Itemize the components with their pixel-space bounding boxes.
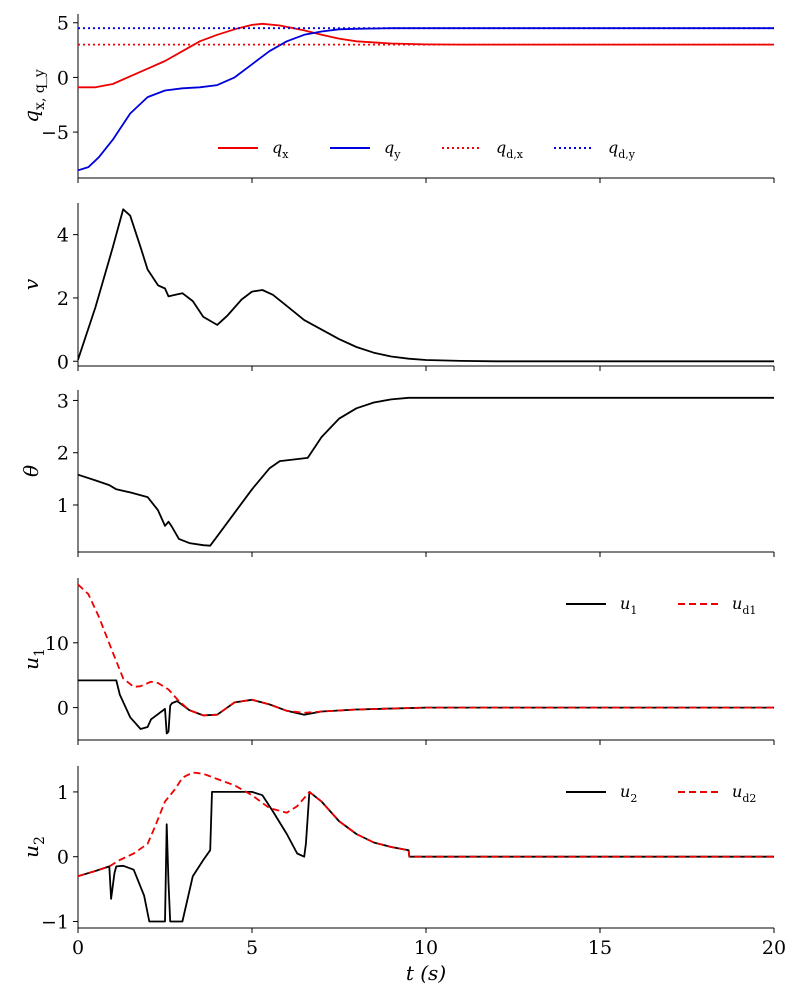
label-q-d-y: qd,y: [608, 138, 636, 161]
y-tick-label: 2: [57, 443, 69, 465]
legend: u2 ud2: [566, 782, 756, 805]
x-axis-label: t (s): [406, 961, 446, 985]
panel-3: 1 2 3 θ: [19, 390, 775, 557]
label-u-d2: ud2: [732, 782, 756, 805]
label-u-1: u1: [620, 594, 637, 617]
y-tick-label: −1: [41, 912, 69, 934]
series-line-q-x: [78, 22, 774, 89]
y-tick-label: 10: [45, 633, 69, 655]
label-q-y: qy: [384, 138, 401, 161]
y-tick-label: 3: [57, 390, 69, 412]
panel-1: −5 0 5 qx, q_yqx qy qd,x qd,y: [19, 13, 775, 183]
x-tick-label: 0: [72, 937, 84, 959]
label-q-x-q-y: qx, q_y: [19, 69, 48, 123]
series-line-u-2: [77, 791, 774, 923]
series-line-1: [77, 396, 774, 547]
label-u-2: u2: [19, 836, 48, 858]
x-tick-label: 10: [414, 937, 438, 959]
label-u-1: u1: [19, 648, 48, 670]
label-u-d1: ud1: [732, 594, 756, 617]
series-line-q-y: [77, 27, 774, 172]
y-tick-label: 0: [57, 847, 69, 869]
series-line-u-d1: [77, 583, 774, 717]
y-tick-label: −5: [41, 122, 69, 144]
legend: u1 ud1: [566, 594, 756, 617]
y-tick-label: 1: [57, 495, 69, 517]
panel-2: 0 2 4 v: [19, 203, 775, 373]
label-u-2: u2: [620, 782, 637, 805]
label--: θ: [19, 465, 43, 477]
y-tick-label: 5: [57, 13, 69, 35]
y-tick-label: 0: [57, 698, 69, 720]
label-v: v: [19, 278, 43, 290]
x-tick-label: 15: [588, 937, 612, 959]
y-tick-label: 0: [57, 67, 69, 89]
x-tick-label: 5: [246, 937, 258, 959]
x-tick-label: 20: [762, 937, 786, 959]
label-q-d-x: qd,x: [496, 138, 524, 161]
series-line-1: [77, 208, 774, 363]
y-tick-label: 2: [57, 288, 69, 310]
y-tick-label: 0: [57, 351, 69, 373]
label-q-x: qx: [272, 138, 289, 161]
y-tick-label: 1: [57, 782, 69, 804]
legend: qx qy qd,x qd,y: [218, 138, 636, 161]
y-tick-label: 4: [57, 225, 69, 247]
series-line-u-d2: [77, 771, 774, 878]
